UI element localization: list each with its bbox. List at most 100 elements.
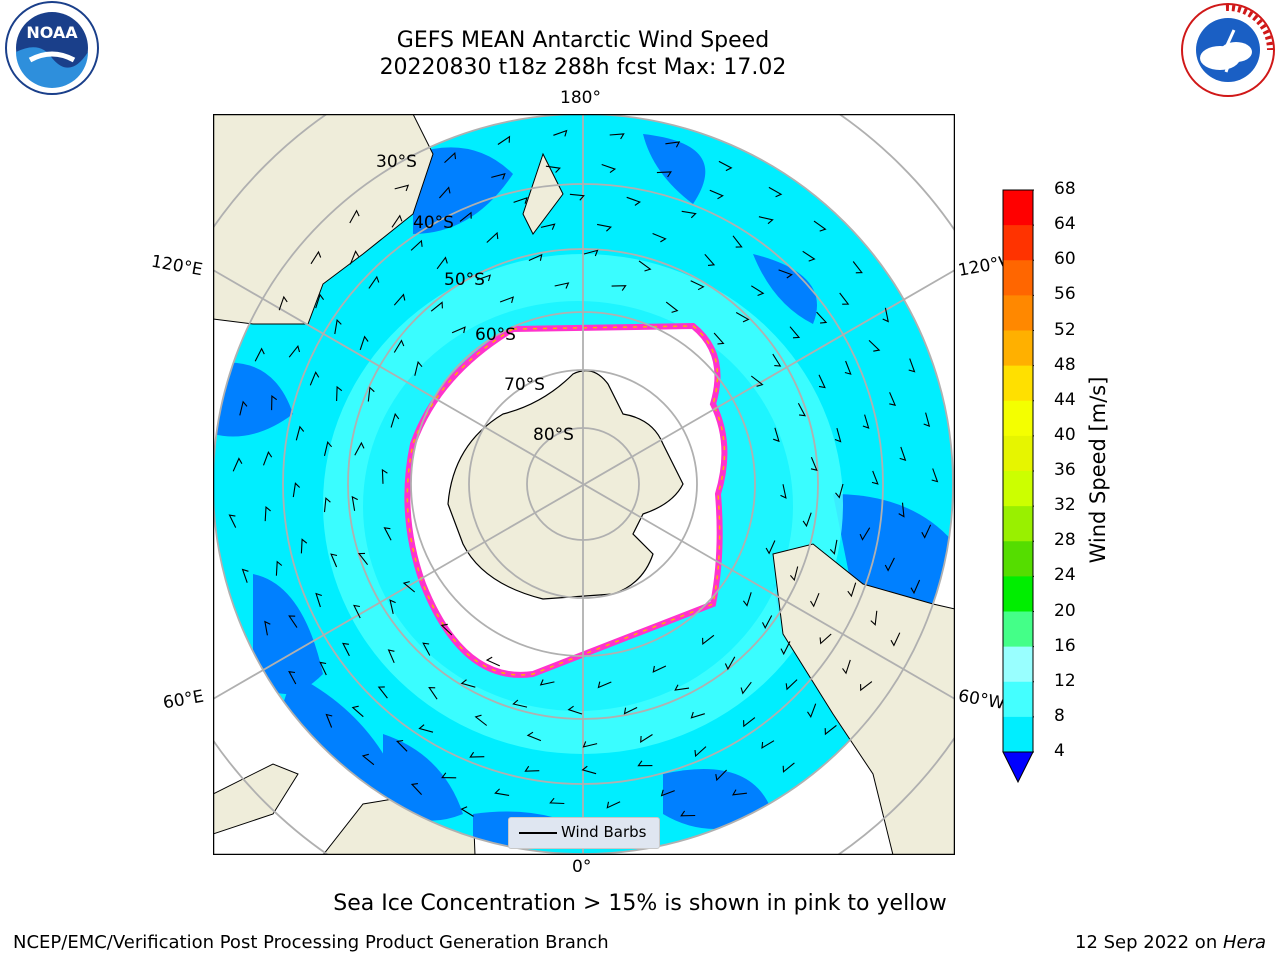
wind-barb [601, 163, 617, 174]
wind-barb [494, 788, 510, 796]
lat-label-60s: 60°S [475, 325, 516, 345]
wind-barb [835, 483, 844, 499]
wind-barb [597, 681, 612, 689]
wind-barb [460, 679, 476, 688]
wind-barb [765, 540, 776, 555]
wind-barb [336, 385, 343, 402]
wind-barb [377, 686, 388, 699]
wind-barb [351, 705, 364, 718]
wind-barb [402, 581, 416, 593]
wind-barb [528, 253, 543, 262]
colorbar-tick-label: 20 [1054, 600, 1076, 621]
wind-barb [780, 641, 791, 656]
wind-barb [818, 374, 826, 389]
wind-barb [638, 260, 652, 272]
wind-barb [690, 711, 705, 719]
colorbar-band [1003, 295, 1033, 331]
wind-barb [611, 285, 627, 291]
wind-barb [391, 214, 403, 228]
colorbar-tick-label: 56 [1054, 284, 1076, 305]
wind-barb [295, 425, 305, 441]
wind-barb [254, 347, 265, 362]
wind-barb [389, 599, 396, 615]
colorbar-tick-label: 32 [1054, 495, 1076, 516]
wind-barb [813, 220, 827, 232]
wind-barb [652, 232, 667, 243]
wind-barb [789, 566, 799, 582]
wind-barb [430, 301, 443, 312]
wind-barb [871, 470, 879, 485]
wind-barb [410, 239, 423, 251]
colorbar-band [1003, 576, 1033, 612]
wind-barb [834, 427, 842, 443]
colorbar-tick-label: 28 [1054, 530, 1076, 551]
wind-barb [829, 539, 838, 555]
colorbar-band [1003, 225, 1033, 261]
wind-barb [368, 275, 380, 289]
svg-text:NOAA: NOAA [26, 23, 78, 42]
wind-barb [390, 412, 400, 428]
colorbar-band [1003, 541, 1033, 577]
wind-barb [319, 661, 327, 676]
wind-barb [459, 211, 472, 222]
wind-barb [485, 656, 501, 667]
wind-barb [581, 765, 597, 775]
wind-barb [626, 196, 641, 206]
wind-barb [394, 184, 410, 192]
wind-barb [609, 133, 625, 140]
wind-barb [839, 292, 850, 305]
wind-barb [396, 739, 408, 752]
wind-barb [660, 789, 675, 797]
wind-barb [870, 610, 878, 626]
wind-barb [772, 353, 782, 367]
wind-barb [526, 731, 542, 742]
nws-logo [1176, 0, 1280, 100]
colorbar [1002, 189, 1034, 789]
colorbar-band [1003, 260, 1033, 296]
wind-barb [596, 223, 612, 232]
wind-barb [743, 717, 756, 728]
wind-barb [474, 714, 488, 726]
colorbar-tick-label: 24 [1054, 565, 1076, 586]
wind-barb [393, 339, 405, 353]
colorbar-band [1003, 330, 1033, 367]
wind-barb [782, 762, 795, 773]
chart-subtitle: 20220830 t18z 288h fcst Max: 17.02 [379, 55, 787, 80]
legend-line-swatch [519, 832, 557, 834]
wind-barb [278, 295, 288, 311]
wind-barb [884, 557, 895, 572]
wind-barb [810, 456, 818, 471]
wind-barb [768, 186, 783, 198]
wind-barb [704, 253, 716, 266]
colorbar-tick-label: 44 [1054, 389, 1076, 410]
land-madagascar [213, 763, 299, 835]
wind-barb [310, 250, 322, 265]
wind-barb [921, 524, 932, 539]
colorbar-band [1003, 435, 1033, 472]
wind-barb [361, 753, 375, 766]
wind-barb [623, 707, 638, 715]
wind-barb [451, 326, 466, 334]
wind-barb [680, 810, 696, 817]
wind-barb [414, 360, 423, 376]
wind-barb [665, 301, 679, 313]
wind-barb [656, 171, 672, 178]
wind-barb [539, 679, 555, 686]
lon-label-upper-left: 120°E [149, 251, 205, 281]
wind-barb [512, 699, 528, 708]
wind-barb [724, 656, 736, 671]
wind-barb [797, 403, 806, 417]
wind-barb [545, 165, 561, 173]
wind-barb [709, 189, 724, 200]
wind-barb [288, 345, 301, 358]
wind-barb [731, 789, 747, 796]
lat-label-70s: 70°S [504, 375, 545, 395]
wind-barb [476, 274, 492, 282]
wind-barb [908, 358, 916, 373]
wind-barb [860, 681, 873, 692]
wind-barb [718, 160, 733, 172]
wind-barb [264, 505, 271, 522]
colorbar-band [1003, 506, 1033, 542]
wind-barb [383, 527, 392, 541]
wind-barb [288, 615, 298, 628]
